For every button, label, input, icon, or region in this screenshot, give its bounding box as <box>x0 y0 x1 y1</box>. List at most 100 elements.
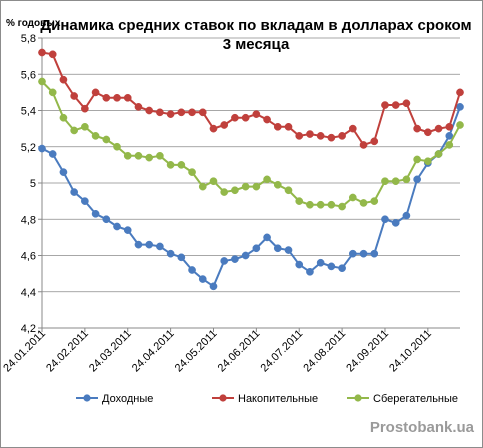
data-point <box>134 103 143 111</box>
data-point <box>177 253 186 262</box>
y-tick-label: 4,8 <box>21 214 36 226</box>
data-point <box>338 132 346 140</box>
chart-title-line-1: Динамика средних ставок по вкладам в дол… <box>40 17 471 34</box>
data-point <box>156 242 164 251</box>
data-point <box>348 193 357 202</box>
data-point <box>273 244 282 253</box>
data-point <box>413 155 421 164</box>
data-point <box>231 113 239 122</box>
data-point <box>123 93 132 102</box>
data-point <box>402 99 411 108</box>
x-tick-label: 24.08.2011 <box>301 328 348 375</box>
data-point <box>391 177 400 186</box>
data-point <box>263 175 271 184</box>
data-point <box>338 264 346 273</box>
gridlines <box>38 37 460 329</box>
data-point <box>456 121 464 129</box>
data-point <box>316 132 325 140</box>
data-point <box>70 126 79 135</box>
data-point <box>391 219 400 227</box>
data-point <box>402 211 411 220</box>
y-tick-label: 4,6 <box>21 251 36 263</box>
data-point <box>209 177 218 186</box>
data-point <box>81 122 89 131</box>
data-point <box>134 151 143 160</box>
data-point <box>198 275 207 283</box>
data-point <box>198 182 207 191</box>
data-point <box>177 161 186 169</box>
data-point <box>209 282 218 291</box>
data-point <box>370 197 379 205</box>
data-point <box>134 240 143 249</box>
legend-marker <box>83 394 91 402</box>
y-tick-label: 5 <box>30 178 36 190</box>
data-point <box>123 151 132 160</box>
series-1 <box>38 103 464 291</box>
data-point <box>81 104 89 113</box>
data-point <box>445 122 454 131</box>
y-tick-label: 5,6 <box>21 69 36 81</box>
data-point <box>273 122 282 131</box>
data-point <box>263 115 271 124</box>
data-point <box>252 182 261 191</box>
data-point <box>348 249 357 258</box>
data-point <box>273 180 282 189</box>
data-point <box>91 88 100 97</box>
data-point <box>156 108 164 117</box>
data-point <box>295 197 304 205</box>
y-tick-labels: 4,2 4,4 4,6 4,8 5 5,2 5,4 5,6 5,8 <box>21 33 36 335</box>
x-tick-label: 24.07.2011 <box>259 328 306 375</box>
data-point <box>359 141 368 149</box>
y-axis-label: % годовых <box>6 18 61 29</box>
data-point <box>423 128 432 137</box>
x-tick-label: 24.06.2011 <box>216 328 263 375</box>
x-tick-label: 24.10.2011 <box>387 328 434 375</box>
data-point <box>48 150 57 158</box>
data-point <box>145 240 154 249</box>
chart-title-line-2: 3 месяца <box>223 36 290 53</box>
data-point <box>91 209 100 218</box>
data-point <box>327 133 336 142</box>
data-point <box>38 77 46 86</box>
legend-label: Сберегательные <box>373 393 458 405</box>
series-3 <box>38 77 464 211</box>
data-point <box>413 175 421 184</box>
data-point <box>113 93 121 102</box>
y-tick-label: 5,8 <box>21 33 36 45</box>
x-tick-label: 24.04.2011 <box>130 328 177 375</box>
x-tick-label: 24.05.2011 <box>173 328 220 375</box>
data-point <box>220 121 229 129</box>
data-point <box>166 161 175 169</box>
data-point <box>102 93 111 102</box>
legend: Доходные Накопительные Сберегательные <box>76 393 458 405</box>
data-point <box>198 108 207 117</box>
data-point <box>327 262 336 271</box>
data-point <box>295 132 304 140</box>
data-point <box>284 246 293 254</box>
data-point <box>348 124 357 133</box>
data-point <box>359 249 368 258</box>
data-point <box>91 132 100 140</box>
data-point <box>166 110 175 118</box>
data-point <box>370 137 379 146</box>
legend-item: Доходные <box>76 393 153 405</box>
data-point <box>48 88 57 97</box>
data-point <box>177 108 186 117</box>
y-tick-label: 4,4 <box>21 287 36 299</box>
watermark: Prostobank.ua <box>370 419 475 436</box>
data-point <box>381 101 389 109</box>
data-point <box>381 177 389 186</box>
legend-item: Сберегательные <box>347 393 458 405</box>
data-point <box>145 153 154 162</box>
data-point <box>188 108 196 117</box>
data-point <box>263 233 271 242</box>
data-point <box>306 130 314 138</box>
legend-marker <box>354 394 362 402</box>
data-point <box>316 258 325 267</box>
data-point <box>59 168 68 176</box>
series-2 <box>38 48 464 149</box>
data-point <box>456 88 464 97</box>
data-point <box>359 199 368 207</box>
series-line <box>41 51 461 146</box>
data-point <box>38 48 46 57</box>
